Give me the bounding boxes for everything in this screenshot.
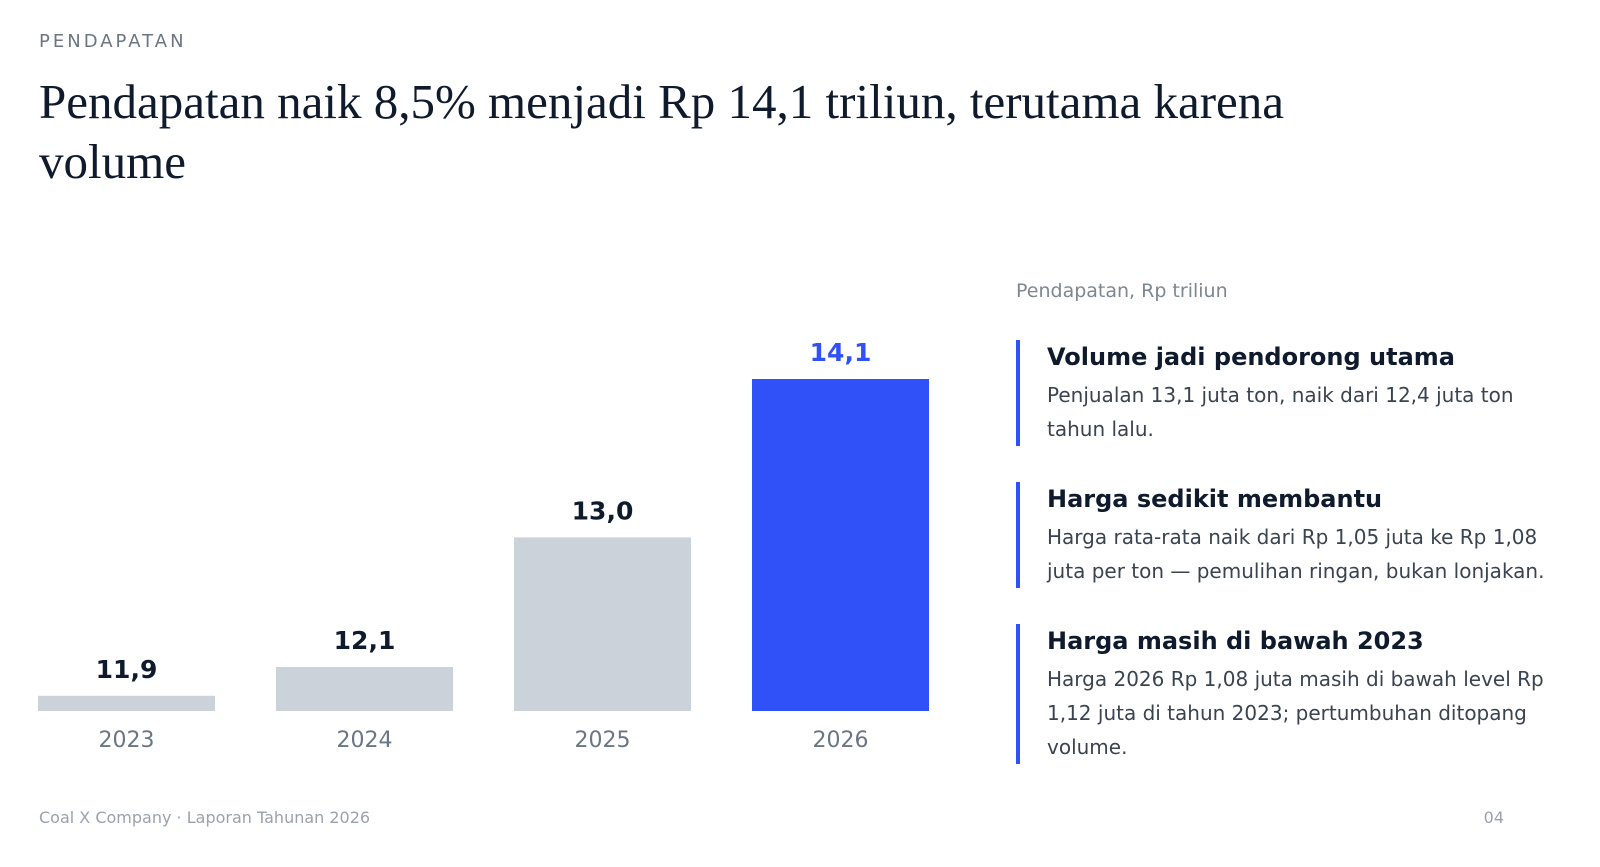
section-eyebrow: PENDAPATAN — [39, 31, 187, 52]
callout-list: Volume jadi pendorong utama Penjualan 13… — [1016, 340, 1556, 800]
bar-2026 — [752, 379, 929, 711]
value-label-2025: 13,0 — [572, 496, 634, 525]
category-label-2023: 2023 — [99, 728, 155, 753]
callout-title: Volume jadi pendorong utama — [1047, 343, 1455, 371]
value-label-2023: 11,9 — [96, 655, 158, 684]
page-title: Pendapatan naik 8,5% menjadi Rp 14,1 tri… — [39, 74, 1285, 189]
revenue-bar-chart: 11,9 2023 12,1 2024 13,0 2025 14,1 2026 — [38, 338, 929, 753]
category-label-2025: 2025 — [575, 728, 631, 753]
callout-price: Harga sedikit membantu Harga rata-rata n… — [1016, 482, 1556, 588]
category-label-2026: 2026 — [813, 728, 869, 753]
category-label-2024: 2024 — [337, 728, 393, 753]
callout-title: Harga sedikit membantu — [1047, 485, 1383, 513]
value-label-2026: 14,1 — [810, 338, 872, 367]
bar-2025 — [514, 537, 691, 711]
footer-company: Coal X Company · Laporan Tahunan 2026 — [39, 808, 371, 827]
callout-title: Harga masih di bawah 2023 — [1047, 627, 1424, 655]
chart-unit-label: Pendapatan, Rp triliun — [1016, 280, 1228, 302]
callout-price-vs-2023: Harga masih di bawah 2023 Harga 2026 Rp … — [1016, 624, 1556, 764]
callout-volume: Volume jadi pendorong utama Penjualan 13… — [1016, 340, 1556, 446]
bar-2023 — [38, 695, 215, 711]
callout-body: Harga rata-rata naik dari Rp 1,05 juta k… — [1047, 525, 1545, 583]
value-label-2024: 12,1 — [334, 626, 396, 655]
bar-2024 — [276, 667, 453, 711]
callout-body: Harga 2026 Rp 1,08 juta masih di bawah l… — [1047, 667, 1544, 759]
callout-body: Penjualan 13,1 juta ton, naik dari 12,4 … — [1047, 383, 1514, 441]
page-number: 04 — [1483, 808, 1504, 827]
